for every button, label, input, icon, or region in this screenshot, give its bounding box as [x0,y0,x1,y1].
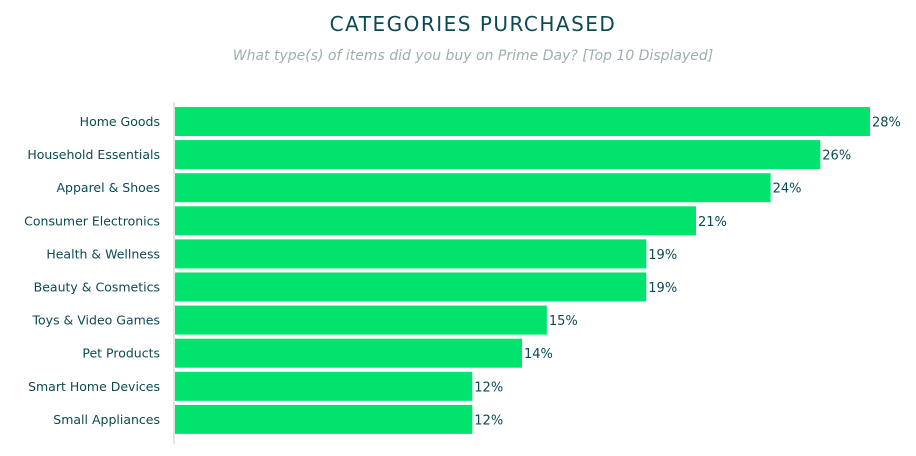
value-label: 21% [698,215,727,230]
bar [175,140,821,170]
value-label: 15% [549,314,578,329]
bar [175,305,547,335]
value-label: 12% [474,380,503,395]
category-label: Consumer Electronics [24,213,160,228]
bar [175,107,870,136]
category-label: Pet Products [82,346,160,361]
value-label: 12% [474,413,503,428]
value-label: 26% [822,149,851,164]
category-label: Apparel & Shoes [56,180,160,195]
bar [175,404,473,434]
chart-title: CATEGORIES PURCHASED [329,12,617,36]
value-label: 24% [773,182,802,197]
value-label: 28% [872,116,901,131]
bar [175,272,647,302]
category-label: Beauty & Cosmetics [34,280,160,295]
category-label: Health & Wellness [46,246,160,261]
bar [175,206,696,236]
category-label: Smart Home Devices [28,379,160,394]
bar [175,338,522,368]
chart-subtitle: What type(s) of items did you buy on Pri… [232,48,714,64]
bar [175,371,473,401]
category-label: Household Essentials [27,147,160,162]
category-label: Home Goods [80,114,160,129]
bar [175,239,647,269]
bar [175,173,771,203]
value-label: 19% [648,281,677,296]
value-label: 14% [524,347,553,362]
category-label: Small Appliances [53,412,160,427]
category-label: Toys & Video Games [32,313,160,328]
value-label: 19% [648,248,677,263]
